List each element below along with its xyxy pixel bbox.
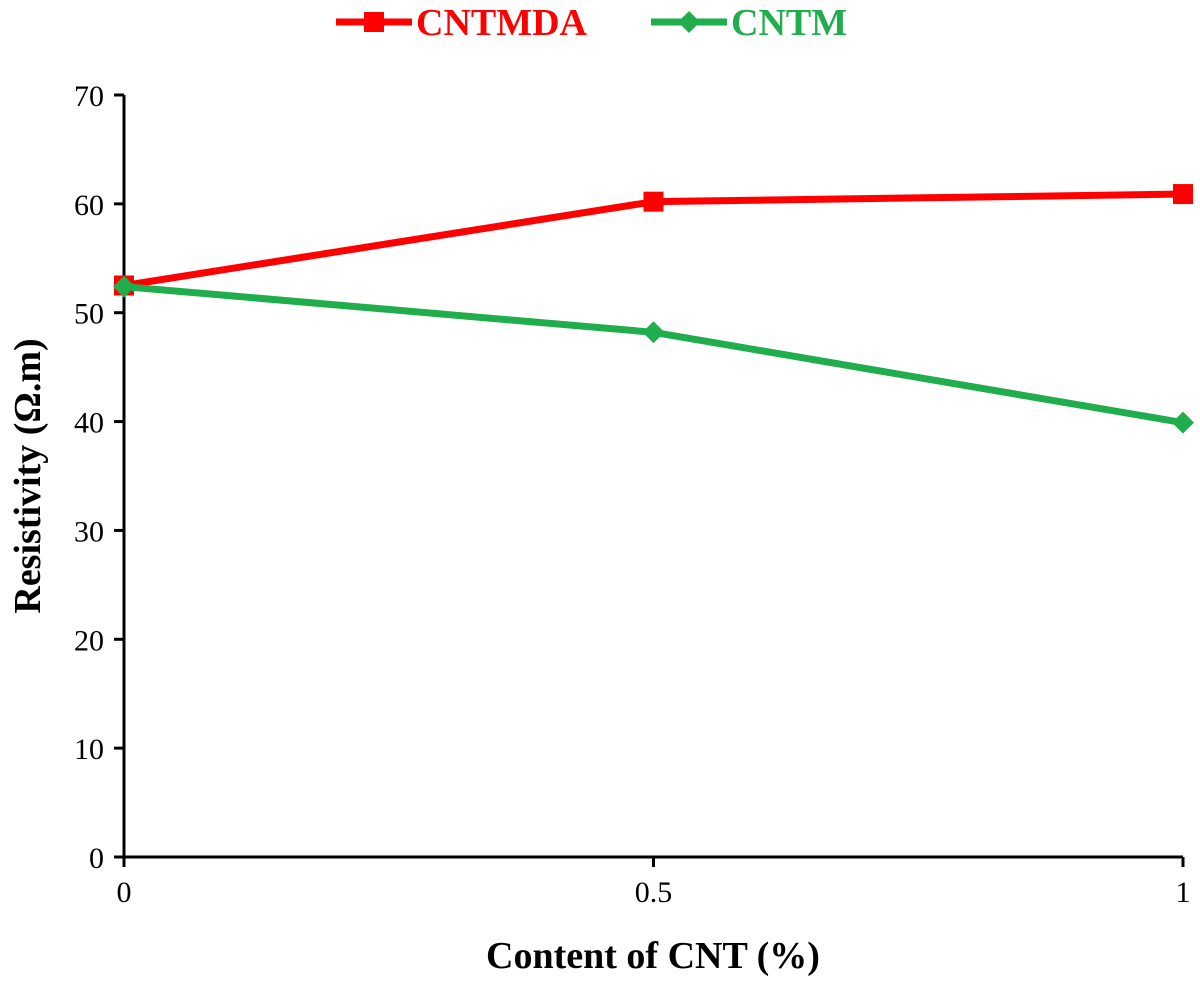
series-line-cntm [123, 283, 1184, 427]
series-cntm [113, 275, 1194, 434]
legend-marker-cntm [678, 11, 700, 33]
data-point-cntm [642, 321, 665, 344]
y-tick-label: 50 [74, 298, 104, 331]
legend-item-cntm: CNTM [651, 2, 847, 44]
x-axis-title: Content of CNT (%) [486, 935, 820, 977]
series-cntmda [114, 184, 1193, 296]
legend-label-cntm: CNTM [731, 2, 847, 44]
legend-item-cntmda: CNTMDA [336, 2, 588, 44]
data-point-cntm [113, 275, 135, 298]
legend-label-cntmda: CNTMDA [416, 2, 588, 44]
x-tick-label: 1 [1176, 876, 1191, 909]
y-tick-label: 0 [89, 842, 104, 875]
y-tick-label: 20 [74, 624, 104, 657]
y-tick-label: 70 [74, 80, 104, 113]
plot-area [113, 184, 1194, 434]
legend-marker-cntmda [364, 12, 384, 32]
data-point-cntm [1172, 411, 1194, 434]
data-point-cntmda [643, 191, 664, 212]
y-tick-label: 40 [74, 407, 104, 440]
y-tick-label: 10 [74, 733, 104, 766]
x-tick-label: 0 [117, 876, 132, 909]
y-tick-label: 30 [74, 515, 104, 548]
x-tick-label: 0.5 [635, 876, 673, 909]
data-point-cntmda [1173, 184, 1193, 205]
axes: 0 10 20 30 40 50 60 70 0 0.5 1 [74, 80, 1191, 909]
y-tick-label: 60 [74, 189, 104, 222]
legend: CNTMDA CNTM [336, 2, 847, 44]
y-axis-title: Resistivity (Ω.m) [7, 338, 49, 613]
